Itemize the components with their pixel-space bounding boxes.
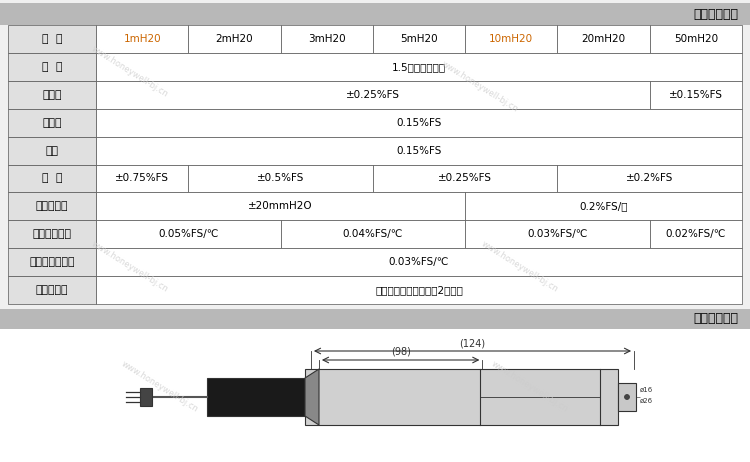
FancyBboxPatch shape [650,25,742,53]
FancyBboxPatch shape [465,220,650,248]
Text: 零点温度误差: 零点温度误差 [32,229,71,239]
FancyBboxPatch shape [8,53,96,81]
Text: ±0.5%FS: ±0.5%FS [257,173,304,183]
FancyBboxPatch shape [96,109,742,137]
Text: 灵敏度温度误差: 灵敏度温度误差 [29,257,75,267]
Text: 0.03%FS/℃: 0.03%FS/℃ [527,229,587,239]
Text: (124): (124) [460,338,485,348]
Text: 精  度: 精 度 [42,173,62,183]
Text: 主要外形尺寸: 主要外形尺寸 [693,312,738,326]
Text: www.honeywell-bj.cn: www.honeywell-bj.cn [490,359,570,414]
Text: 重复性: 重复性 [42,118,62,128]
FancyBboxPatch shape [465,192,742,220]
Text: www.honeywell-bj.cn: www.honeywell-bj.cn [480,240,560,294]
Text: ±0.2%FS: ±0.2%FS [626,173,674,183]
Text: ±0.25%FS: ±0.25%FS [438,173,492,183]
Circle shape [625,395,629,400]
Text: 10mH20: 10mH20 [489,34,533,44]
FancyBboxPatch shape [0,329,750,462]
FancyBboxPatch shape [280,220,465,248]
Text: 0.15%FS: 0.15%FS [396,118,442,128]
Text: www.honeywell-bj.cn: www.honeywell-bj.cn [120,359,200,414]
FancyBboxPatch shape [188,25,280,53]
FancyBboxPatch shape [557,164,742,192]
Text: 长期稳定性: 长期稳定性 [36,201,68,211]
FancyBboxPatch shape [96,248,742,276]
FancyBboxPatch shape [96,25,188,53]
Text: ±0.25%FS: ±0.25%FS [346,90,400,100]
FancyBboxPatch shape [373,25,465,53]
Text: www.honeywell-bj.cn: www.honeywell-bj.cn [90,240,170,294]
FancyBboxPatch shape [207,378,305,416]
FancyBboxPatch shape [650,81,742,109]
FancyBboxPatch shape [8,109,96,137]
FancyBboxPatch shape [8,276,96,304]
Text: 迟滞: 迟滞 [46,146,58,156]
FancyBboxPatch shape [0,309,750,329]
FancyBboxPatch shape [8,248,96,276]
FancyBboxPatch shape [305,369,618,425]
FancyBboxPatch shape [8,25,742,304]
FancyBboxPatch shape [8,164,96,192]
Text: 量  程: 量 程 [42,34,62,44]
Text: 主要性能规范: 主要性能规范 [693,7,738,20]
Text: www.honeywell-bj.cn: www.honeywell-bj.cn [440,60,520,115]
FancyBboxPatch shape [96,81,650,109]
Text: ø16: ø16 [640,387,653,393]
Text: 默认在量程基础上增加2米电缆: 默认在量程基础上增加2米电缆 [375,285,463,295]
Text: 50mH20: 50mH20 [674,34,718,44]
FancyBboxPatch shape [280,25,373,53]
Text: 2mH20: 2mH20 [215,34,254,44]
FancyBboxPatch shape [96,164,188,192]
FancyBboxPatch shape [8,220,96,248]
FancyBboxPatch shape [188,164,373,192]
Text: 0.2%FS/年: 0.2%FS/年 [579,201,628,211]
Text: 过  压: 过 压 [42,62,62,72]
Text: 1.5倍满量程压力: 1.5倍满量程压力 [392,62,446,72]
Polygon shape [305,369,319,425]
FancyBboxPatch shape [96,192,465,220]
Text: ±20mmH2O: ±20mmH2O [248,201,313,211]
Text: 1mH20: 1mH20 [123,34,161,44]
FancyBboxPatch shape [373,164,557,192]
FancyBboxPatch shape [557,25,650,53]
FancyBboxPatch shape [465,25,557,53]
FancyBboxPatch shape [8,25,96,53]
Text: 0.03%FS/℃: 0.03%FS/℃ [388,257,449,267]
FancyBboxPatch shape [140,388,152,406]
FancyBboxPatch shape [96,53,742,81]
FancyBboxPatch shape [96,276,742,304]
Text: 20mH20: 20mH20 [581,34,626,44]
Text: 5mH20: 5mH20 [400,34,438,44]
Text: (98): (98) [391,347,410,357]
Text: ±0.75%FS: ±0.75%FS [116,173,170,183]
FancyBboxPatch shape [8,192,96,220]
Text: 0.02%FS/℃: 0.02%FS/℃ [666,229,726,239]
Text: 0.05%FS/℃: 0.05%FS/℃ [158,229,218,239]
FancyBboxPatch shape [96,137,742,164]
Text: 电缆线长度: 电缆线长度 [36,285,68,295]
Text: 0.15%FS: 0.15%FS [396,146,442,156]
Text: ±0.15%FS: ±0.15%FS [669,90,723,100]
FancyBboxPatch shape [618,383,636,411]
Text: ø26: ø26 [640,398,653,404]
Text: 3mH20: 3mH20 [308,34,346,44]
Text: 0.04%FS/℃: 0.04%FS/℃ [343,229,403,239]
FancyBboxPatch shape [8,81,96,109]
FancyBboxPatch shape [650,220,742,248]
FancyBboxPatch shape [0,3,750,25]
Text: 非线性: 非线性 [42,90,62,100]
Text: www.honeywell-bj.cn: www.honeywell-bj.cn [90,45,170,99]
FancyBboxPatch shape [8,137,96,164]
FancyBboxPatch shape [96,220,280,248]
